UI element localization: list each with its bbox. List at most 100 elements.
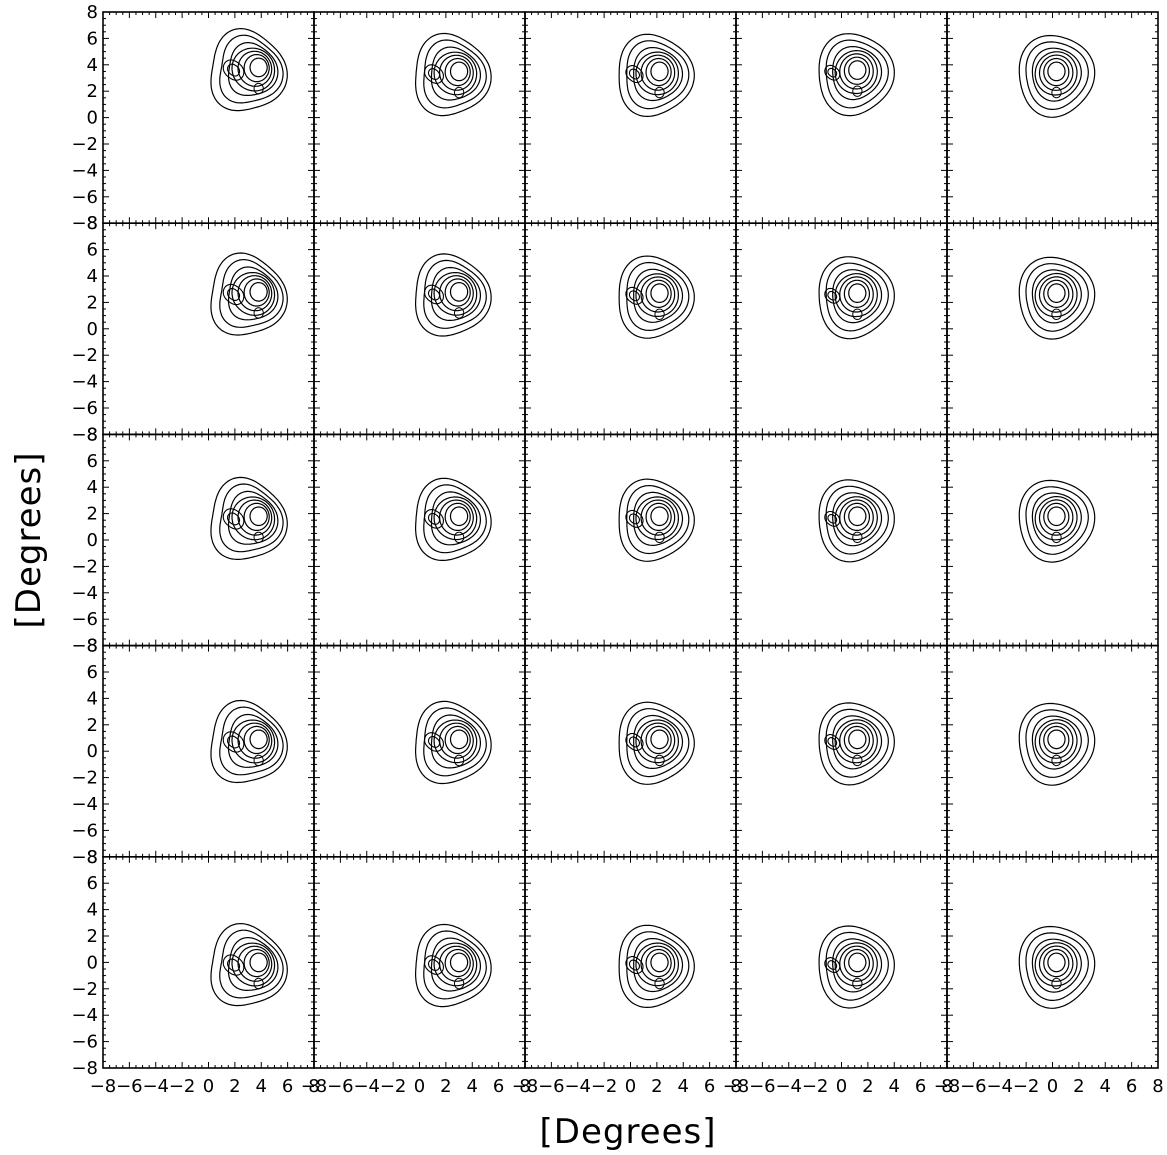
- x-tick-label: −6: [960, 1076, 987, 1097]
- contour-level-7: [1018, 479, 1096, 563]
- y-tick-label: −6: [71, 398, 98, 419]
- contour-level-3: [1038, 276, 1074, 313]
- contour-level-4: [1034, 496, 1078, 541]
- contour-level-6: [423, 707, 487, 777]
- x-tick-label: −8: [934, 1076, 961, 1097]
- contour-level-3: [1038, 54, 1074, 91]
- contour-lobe-1: [427, 288, 441, 301]
- contour-level-7: [818, 256, 895, 340]
- contour-level-2: [243, 725, 270, 755]
- contour-level-6: [1025, 932, 1089, 1001]
- contour-panel-r2c1: [313, 433, 526, 647]
- contour-level-7: [818, 33, 895, 117]
- contour-lines: [818, 702, 895, 786]
- x-tick-label: −8: [301, 1076, 328, 1097]
- contour-level-3: [640, 945, 676, 982]
- contour-level-4: [635, 273, 680, 317]
- contour-level-1: [249, 506, 268, 527]
- contour-level-2: [1043, 725, 1070, 755]
- x-tick-label: 2: [651, 1076, 662, 1097]
- contour-panel-r4c2: [524, 855, 737, 1069]
- contour-lines: [618, 33, 695, 118]
- contour-level-2: [444, 57, 471, 87]
- contour-level-4: [1034, 942, 1078, 987]
- y-tick-label: −4: [71, 1005, 98, 1026]
- contour-level-3: [839, 276, 874, 313]
- x-tick-label: 0: [625, 1076, 636, 1097]
- contour-level-6: [1025, 263, 1089, 332]
- contour-lines: [1018, 256, 1096, 340]
- panel-ticks: [735, 11, 948, 224]
- contour-level-4: [635, 719, 680, 764]
- panel-ticks: [735, 856, 948, 1069]
- contour-level-1: [249, 282, 268, 302]
- contour-panel-r0c4: [946, 11, 1159, 224]
- contour-level-1: [1047, 729, 1066, 750]
- contour-level-5: [1031, 715, 1082, 770]
- contour-level-1: [650, 729, 669, 750]
- contour-panel-r2c4: [946, 433, 1159, 647]
- contour-level-6: [423, 259, 487, 329]
- y-tick-label: 0: [87, 952, 98, 973]
- contour-level-6: [825, 708, 889, 778]
- contour-level-1: [848, 283, 867, 303]
- contour-lobe-1: [227, 958, 241, 972]
- panel-ticks: [946, 856, 1159, 1069]
- x-tick-label: −6: [538, 1076, 565, 1097]
- contour-level-4: [231, 272, 276, 316]
- contour-level-5: [832, 715, 883, 770]
- y-tick-label: 4: [87, 688, 98, 709]
- x-tick-label: −4: [142, 1076, 169, 1097]
- panel-frame: [946, 644, 1159, 858]
- panel-ticks: [102, 11, 315, 224]
- x-tick-label: 8: [730, 1076, 741, 1097]
- contour-level-2: [1043, 948, 1070, 978]
- contour-level-1: [449, 61, 469, 82]
- contour-lines: [1018, 479, 1096, 563]
- contour-level-6: [219, 706, 284, 776]
- contour-level-4: [834, 719, 878, 764]
- contour-lines: [618, 701, 695, 785]
- contour-lobe-2: [625, 286, 644, 305]
- x-tick-label: −6: [327, 1076, 354, 1097]
- x-tick-label: 2: [862, 1076, 873, 1097]
- y-tick-label: 0: [87, 530, 98, 551]
- y-tick-label: 0: [87, 108, 98, 129]
- contour-level-1: [449, 282, 469, 302]
- x-tick-label: 0: [836, 1076, 847, 1097]
- contour-level-7: [818, 702, 895, 786]
- contour-level-7: [618, 701, 695, 785]
- contour-level-1: [249, 952, 268, 973]
- contour-level-3: [839, 722, 874, 759]
- contour-lobe-lower: [654, 86, 665, 99]
- y-tick-label: 4: [87, 477, 98, 498]
- contour-panel-r3c3: [735, 644, 948, 858]
- contour-lobe-2: [222, 731, 245, 753]
- panel-ticks: [524, 433, 737, 647]
- contour-lobe-lower: [454, 977, 465, 990]
- x-tick-label: −2: [591, 1076, 618, 1097]
- contour-level-5: [832, 46, 883, 101]
- contour-level-3: [439, 275, 474, 312]
- y-tick-label: −4: [71, 794, 98, 815]
- x-tick-label: 4: [889, 1076, 900, 1097]
- panel-frame: [524, 222, 737, 436]
- contour-lines: [1018, 702, 1096, 786]
- y-tick-label: 8: [87, 213, 98, 234]
- contour-lobe-2: [222, 59, 245, 81]
- x-axis-title: [Degrees]: [540, 1112, 717, 1152]
- contour-lobe-2: [625, 509, 644, 528]
- contour-level-2: [243, 948, 270, 978]
- y-tick-label: 6: [87, 662, 98, 683]
- contour-level-4: [834, 496, 878, 541]
- contour-lobe-lower: [253, 754, 264, 767]
- contour-level-7: [415, 700, 492, 785]
- contour-level-3: [439, 499, 474, 536]
- contour-lobe-2: [824, 957, 841, 973]
- contour-panel-r1c4: [946, 222, 1159, 436]
- contour-level-6: [825, 262, 889, 332]
- y-tick-label: −8: [71, 1058, 98, 1079]
- contour-panel-r3c2: [524, 644, 737, 858]
- contour-level-1: [249, 57, 268, 78]
